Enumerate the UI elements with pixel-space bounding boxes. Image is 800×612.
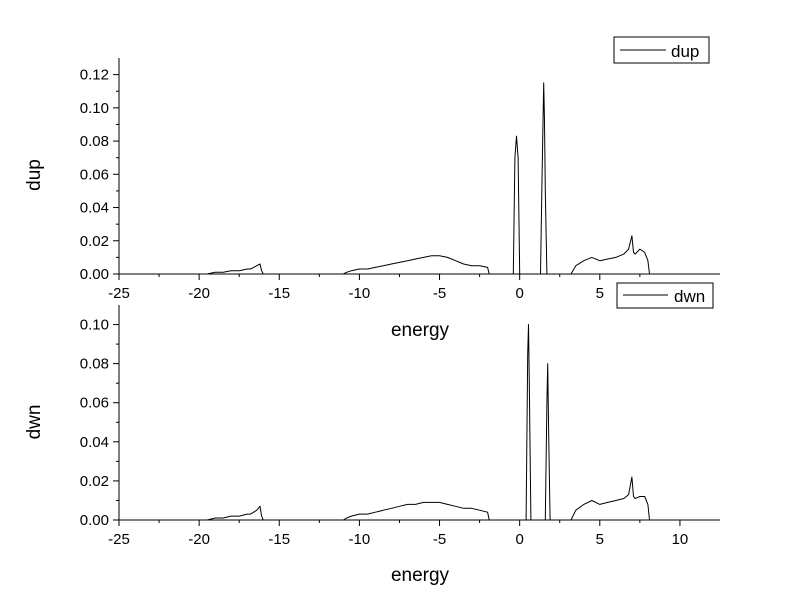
- x-tick-label: -5: [433, 531, 446, 548]
- x-tick-label: -25: [108, 531, 130, 548]
- y-tick-label: 0.04: [80, 434, 109, 451]
- y-tick-label: 0.02: [80, 233, 109, 250]
- x-tick-label: -10: [349, 531, 371, 548]
- x-tick-label: -5: [433, 285, 446, 302]
- y-tick-label: 0.08: [80, 356, 109, 373]
- x-tick-label: -20: [188, 285, 210, 302]
- series-line-dwn: [119, 324, 720, 521]
- x-tick-label: 10: [672, 531, 689, 548]
- x-tick-label: -15: [268, 531, 290, 548]
- legend-label: dwn: [674, 287, 705, 306]
- y-tick-label: 0.06: [80, 395, 109, 412]
- y-tick-label: 0.10: [80, 317, 109, 334]
- y-tick-label: 0.08: [80, 133, 109, 150]
- x-tick-label: 0: [515, 285, 523, 302]
- x-tick-label: -10: [349, 285, 371, 302]
- y-axis-label: dwn: [24, 405, 45, 440]
- dwn-panel: dwn dwn energy -25 -20 -15 -10 -5 0 5 10 0.00 0.0…: [24, 282, 720, 586]
- x-tick-label: -20: [188, 531, 210, 548]
- x-tick-label: 0: [515, 531, 523, 548]
- y-tick-label: 0.04: [80, 200, 109, 217]
- x-tick-label: 5: [596, 531, 604, 548]
- x-tick-label: -15: [268, 285, 290, 302]
- series-line-dup: [119, 82, 720, 275]
- legend-label: dup: [671, 42, 699, 61]
- dup-panel: dup dup energy -25 -20 -15 -10 -5 0 5 0.00 0.02 0…: [24, 36, 720, 341]
- x-axis-label: energy: [391, 320, 450, 341]
- y-tick-label: 0.10: [80, 100, 109, 117]
- x-tick-label: 5: [596, 285, 604, 302]
- y-tick-label: 0.00: [80, 512, 109, 529]
- y-tick-label: 0.12: [80, 67, 109, 84]
- x-axis-label: energy: [391, 565, 450, 586]
- y-tick-label: 0.06: [80, 166, 109, 183]
- y-axis-label: dup: [24, 159, 45, 191]
- x-tick-label: -25: [108, 285, 130, 302]
- y-tick-label: 0.02: [80, 473, 109, 490]
- y-tick-label: 0.00: [80, 266, 109, 283]
